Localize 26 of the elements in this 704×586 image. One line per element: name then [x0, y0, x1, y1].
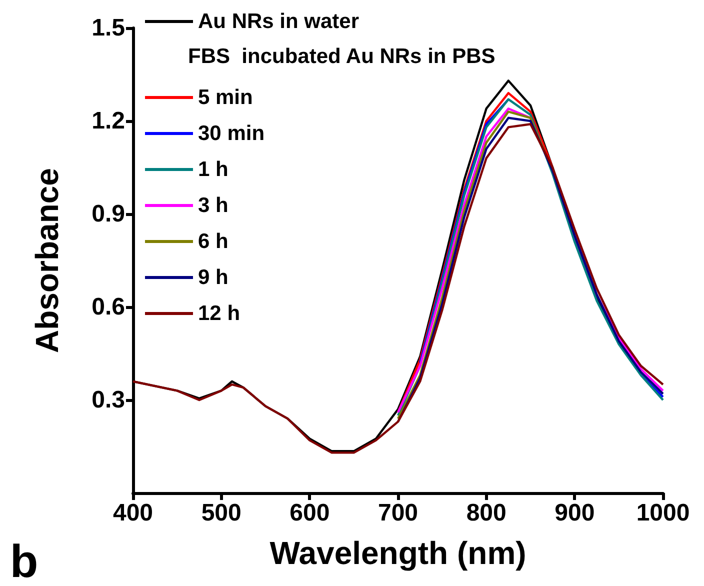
x-tick-label: 1000 — [636, 500, 690, 526]
legend-label: 9 h — [198, 266, 228, 289]
legend-title: FBS incubated Au NRs in PBS — [188, 45, 496, 68]
x-tick-label: 600 — [290, 500, 330, 526]
legend-label: Au NRs in water — [198, 10, 360, 33]
x-tick-label: 900 — [554, 500, 595, 526]
y-tick-label: 0.6 — [92, 294, 125, 320]
line-series — [132, 123, 664, 454]
y-axis-title: Absorbance — [29, 168, 65, 353]
y-tick-label: 1.2 — [92, 108, 125, 134]
legend-label: 5 min — [198, 86, 253, 109]
y-tick-label: 0.9 — [92, 200, 125, 228]
line-series — [396, 92, 554, 414]
x-tick-label: 700 — [378, 500, 418, 526]
y-tick-label: 1.5 — [92, 14, 125, 42]
y-tick-label: 0.3 — [92, 386, 125, 414]
legend-label: 30 min — [198, 122, 265, 145]
x-tick-label: 500 — [201, 500, 242, 526]
x-tick-label: 400 — [112, 500, 154, 526]
legend-label: 12 h — [198, 302, 240, 325]
legend-label: 6 h — [198, 230, 228, 253]
text: b — [10, 535, 38, 586]
legend-label: 3 h — [198, 194, 228, 217]
x-tick-label: 800 — [466, 500, 506, 526]
x-axis-title: Wavelength (nm) — [270, 535, 526, 571]
legend-label: 1 h — [198, 158, 228, 181]
